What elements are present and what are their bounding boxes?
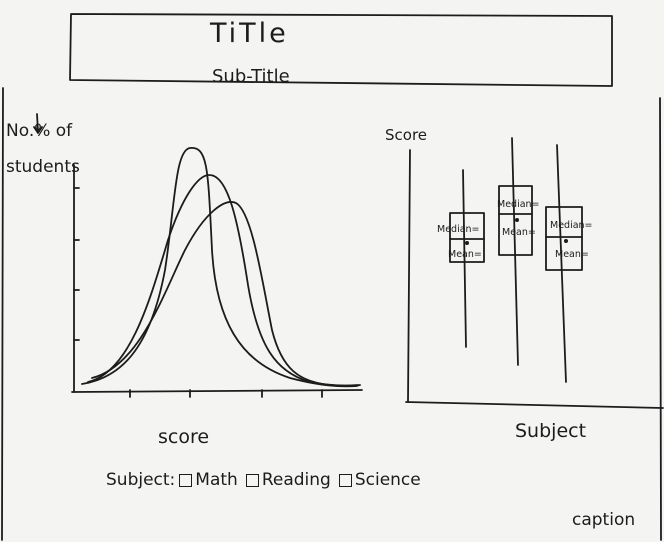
- page-border-left: [1, 87, 4, 541]
- page-border-right: [659, 97, 662, 541]
- right-x-axis: [405, 401, 664, 409]
- legend: Subject: Math Reading Science: [106, 470, 425, 490]
- box2-box: [498, 185, 533, 256]
- box3-box: [545, 206, 583, 271]
- box2-whisker: [511, 137, 519, 366]
- legend-item-science-label: Science: [354, 470, 421, 490]
- title-frame: [69, 13, 613, 87]
- caption: caption: [572, 510, 636, 530]
- left-y-ticks: [73, 187, 80, 341]
- box3-mean-dot: [564, 239, 568, 243]
- box1-mean-label: Mean=: [448, 249, 482, 260]
- checkbox-science[interactable]: [338, 473, 352, 487]
- box2-median-label: Median=: [497, 199, 540, 210]
- legend-label: Subject:: [106, 470, 176, 490]
- checkbox-math[interactable]: [179, 473, 193, 487]
- right-chart-ylabel: Score: [385, 126, 428, 144]
- box1-whisker: [462, 169, 467, 348]
- left-chart-xlabel: score: [158, 426, 210, 448]
- curve-science: [91, 201, 361, 387]
- box2-mean-dot: [515, 218, 519, 222]
- left-y-axis-arrow: [33, 113, 43, 134]
- box1-median-label: Median=: [437, 224, 480, 235]
- box2-mean-label: Mean=: [502, 227, 536, 238]
- box1-box: [449, 212, 485, 263]
- box3-whisker: [556, 144, 567, 383]
- box3-median-label: Median=: [550, 220, 593, 231]
- legend-item-reading[interactable]: Reading: [245, 470, 331, 490]
- left-x-axis: [71, 389, 363, 393]
- box3-mean-label: Mean=: [555, 249, 589, 260]
- curve-math: [81, 147, 358, 388]
- right-y-axis: [407, 149, 411, 403]
- legend-item-science[interactable]: Science: [338, 470, 421, 490]
- title: TiTle: [210, 18, 289, 49]
- left-x-ticks: [129, 389, 323, 398]
- checkbox-reading[interactable]: [245, 473, 259, 487]
- subtitle: Sub-Title: [212, 66, 290, 87]
- right-chart-xlabel: Subject: [515, 420, 587, 442]
- legend-item-math[interactable]: Math: [179, 470, 238, 490]
- box1-mean-dot: [465, 241, 469, 245]
- left-chart-ylabel: No.% of students: [6, 121, 80, 177]
- curve-reading: [87, 174, 359, 387]
- legend-item-math-label: Math: [195, 470, 238, 490]
- legend-item-reading-label: Reading: [261, 470, 331, 490]
